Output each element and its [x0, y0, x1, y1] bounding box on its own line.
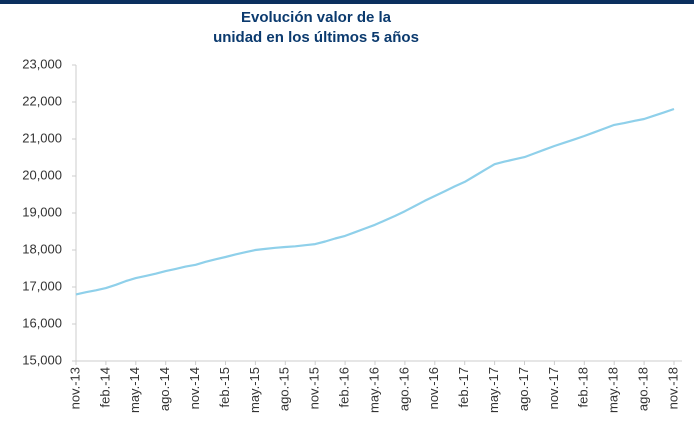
- x-tick-label: feb.-15: [217, 367, 232, 407]
- x-tick-label: feb.-16: [337, 367, 352, 407]
- y-tick-label: 22,000: [22, 93, 62, 108]
- chart-title: unidad en los últimos 5 años: [213, 29, 419, 46]
- x-tick-label: nov.-15: [307, 367, 322, 409]
- y-tick-label: 18,000: [22, 241, 62, 256]
- x-tick-label: nov.-13: [67, 367, 82, 409]
- x-tick-label: feb.-18: [576, 367, 591, 407]
- data-line: [75, 107, 675, 296]
- y-tick-label: 17,000: [22, 278, 62, 293]
- x-tick-label: nov.-17: [546, 367, 561, 409]
- x-tick-label: nov.-14: [187, 367, 202, 409]
- x-tick-label: may.-18: [606, 367, 621, 413]
- x-tick-label: may.-16: [366, 367, 381, 413]
- chart-title: Evolución valor de la: [241, 9, 392, 26]
- x-tick-label: may.-15: [247, 367, 262, 413]
- x-tick-label: ago.-14: [157, 367, 172, 411]
- x-tick-label: nov.-18: [665, 367, 680, 409]
- x-tick-label: may.-17: [486, 367, 501, 413]
- top-bar: [0, 0, 694, 4]
- y-tick-label: 19,000: [22, 204, 62, 219]
- x-tick-label: feb.-14: [97, 367, 112, 407]
- y-tick-label: 20,000: [22, 167, 62, 182]
- x-tick-label: nov.-16: [426, 367, 441, 409]
- x-tick-label: ago.-18: [636, 367, 651, 411]
- y-tick-label: 23,000: [22, 56, 62, 71]
- x-tick-label: may.-14: [127, 367, 142, 413]
- y-tick-label: 16,000: [22, 315, 62, 330]
- y-tick-label: 21,000: [22, 130, 62, 145]
- x-tick-label: ago.-16: [396, 367, 411, 411]
- x-tick-label: feb.-17: [456, 367, 471, 407]
- x-tick-label: ago.-17: [516, 367, 531, 411]
- y-tick-label: 15,000: [22, 352, 62, 367]
- x-tick-label: ago.-15: [277, 367, 292, 411]
